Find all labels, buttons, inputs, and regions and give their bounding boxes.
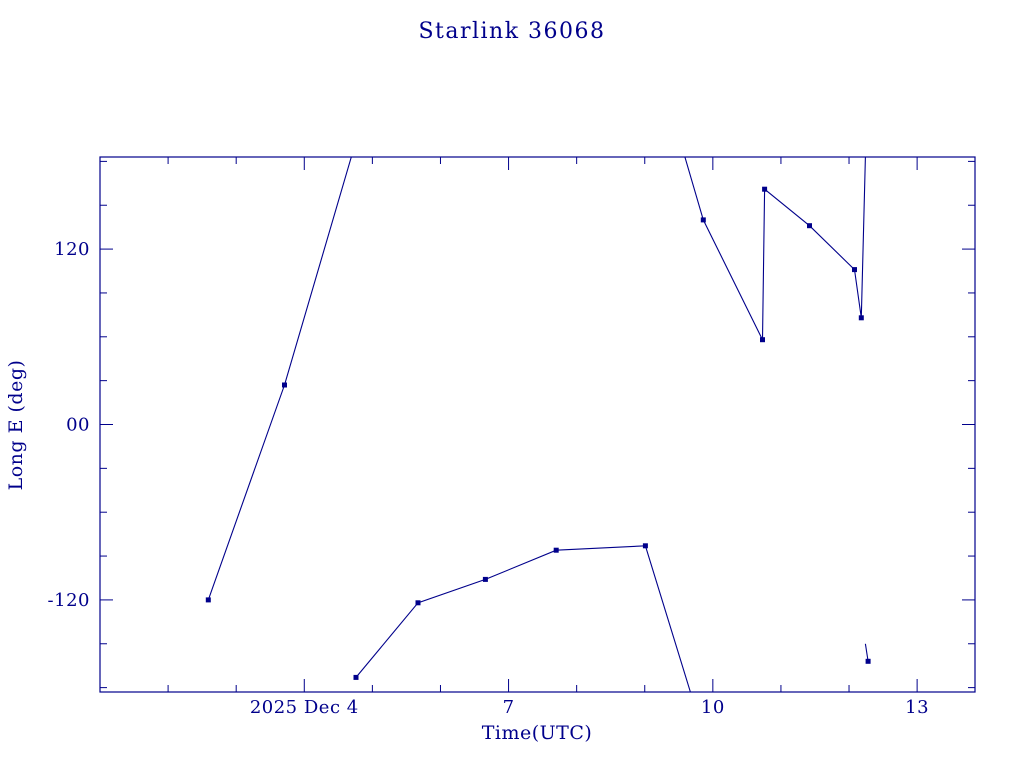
y-tick-label: 120 bbox=[54, 239, 90, 260]
data-marker bbox=[353, 674, 359, 680]
x-axis-label: Time(UTC) bbox=[482, 722, 593, 744]
data-marker bbox=[700, 217, 706, 223]
track-segment-1 bbox=[207, 157, 352, 601]
data-marker bbox=[852, 267, 857, 273]
data-marker bbox=[858, 315, 864, 321]
plot-layer: 2025 Dec 4 7 10 13 -120 00 120 bbox=[48, 156, 976, 718]
x-tick-label: 7 bbox=[503, 697, 515, 718]
data-marker bbox=[865, 658, 871, 664]
y-tick-label: -120 bbox=[48, 590, 90, 611]
data-marker bbox=[282, 382, 287, 388]
x-tick-label: 10 bbox=[701, 697, 725, 718]
data-marker bbox=[482, 576, 488, 582]
track-segment-2 bbox=[355, 545, 691, 692]
x-tick-label: 13 bbox=[905, 697, 929, 718]
y-axis-label: Long E (deg) bbox=[5, 360, 27, 491]
x-tick-label: 2025 Dec 4 bbox=[250, 697, 359, 718]
data-marker bbox=[553, 547, 559, 553]
chart-title: Starlink 36068 bbox=[418, 19, 605, 44]
track-segment-3 bbox=[684, 157, 866, 340]
data-marker bbox=[642, 543, 648, 549]
data-marker bbox=[205, 597, 211, 603]
track-segment-4 bbox=[864, 643, 869, 662]
data-marker bbox=[760, 337, 765, 343]
data-marker bbox=[415, 600, 421, 606]
data-marker bbox=[807, 223, 812, 229]
data-marker bbox=[762, 186, 768, 192]
y-tick-label: 00 bbox=[66, 415, 90, 436]
plot-frame bbox=[99, 156, 976, 693]
